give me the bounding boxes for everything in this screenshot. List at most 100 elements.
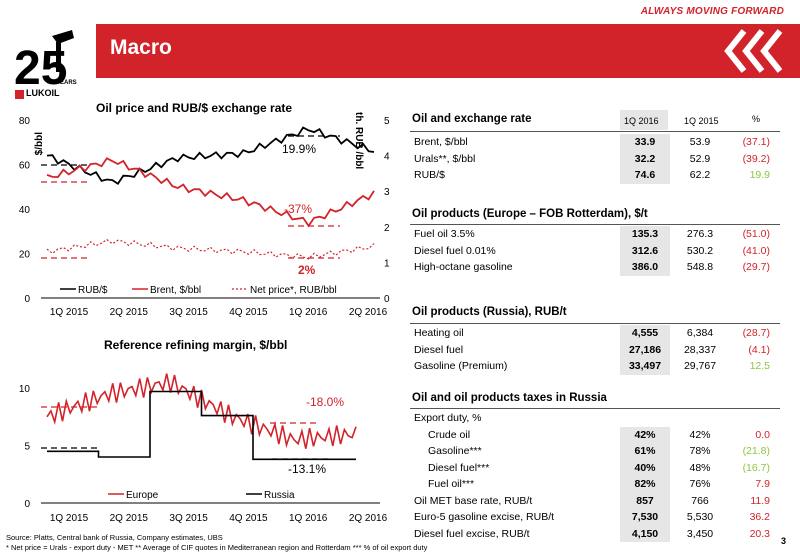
chart1-title: Oil price and RUB/$ exchange rate bbox=[96, 101, 293, 115]
table-row: Euro-5 gasoline excise, RUB/t 7,530 5,530 3… bbox=[412, 509, 778, 526]
section-products-europe-title: Oil products (Europe – FOB Rotterdam), $… bbox=[412, 208, 648, 220]
value-1q2016: 40% bbox=[620, 459, 670, 476]
section-oil-fx-title: Oil and exchange rate bbox=[412, 113, 532, 125]
table-row: Diesel fuel excise, RUB/t 4,150 3,450 20.3 bbox=[412, 525, 778, 542]
y2-tick-label: 3 bbox=[384, 187, 390, 198]
annotation-russia-change: -13.1% bbox=[288, 462, 326, 476]
legend-net-price: Net price*, RUB/bbl bbox=[250, 285, 337, 296]
value-1q2015: 28,337 bbox=[683, 343, 717, 356]
table-row: Oil MET base rate, RUB/t 857 766 11.9 bbox=[412, 492, 778, 509]
value-1q2016: 32.2 bbox=[620, 150, 670, 167]
y-tick-label: 10 bbox=[19, 384, 31, 395]
logo-text: LUKOIL bbox=[26, 88, 60, 98]
series-russia-line bbox=[47, 390, 356, 461]
table-products-europe: Fuel oil 3.5% 135.3 276.3 (51.0) Diesel fuel… bbox=[412, 226, 778, 276]
value-1q2016: 82% bbox=[620, 476, 670, 493]
legend-europe: Europe bbox=[126, 490, 159, 501]
value-pct-change: (21.8) bbox=[742, 445, 770, 457]
col-header-1q2015: 1Q 2015 bbox=[684, 116, 719, 126]
x-tick-label: 2Q 2015 bbox=[110, 513, 149, 524]
footer-source: Source: Platts, Central bank of Russia, … bbox=[6, 533, 223, 542]
y2-tick-label: 4 bbox=[384, 152, 390, 163]
divider bbox=[410, 323, 780, 324]
value-pct-change: 11.9 bbox=[750, 494, 770, 507]
value-1q2015: 766 bbox=[691, 494, 709, 507]
table-row: Export duty, % bbox=[412, 410, 778, 427]
x-tick-label: 2Q 2016 bbox=[349, 513, 388, 524]
table-row: Fuel oil 3.5% 135.3 276.3 (51.0) bbox=[412, 226, 778, 243]
y-left-label: $/bbl bbox=[34, 132, 45, 156]
y-tick-label: 0 bbox=[24, 294, 30, 305]
value-1q2016: 135.3 bbox=[620, 226, 670, 243]
table-products-russia: Heating oil 4,555 6,384 (28.7) Diesel fuel 27… bbox=[412, 325, 778, 375]
row-label: Diesel fuel excise, RUB/t bbox=[414, 527, 530, 540]
y-tick-label: 20 bbox=[19, 250, 31, 261]
row-label: Gasoline*** bbox=[428, 445, 482, 457]
value-1q2016: 857 bbox=[620, 492, 670, 509]
value-pct-change: 20.3 bbox=[749, 527, 770, 540]
table-row: High-octane gasoline 386.0 548.8 (29.7) bbox=[412, 259, 778, 276]
x-tick-label: 2Q 2016 bbox=[349, 307, 388, 318]
svg-text:YEARS: YEARS bbox=[56, 80, 77, 86]
table-row: Gasoline (Premium) 33,497 29,767 12.5 bbox=[412, 358, 778, 375]
x-tick-label: 2Q 2015 bbox=[110, 307, 149, 318]
row-label: Crude oil bbox=[428, 428, 471, 441]
row-label: Diesel fuel 0.01% bbox=[414, 244, 496, 257]
series-europe-line bbox=[46, 373, 357, 449]
col-header-1q2016: 1Q 2016 bbox=[624, 116, 659, 126]
row-label: Export duty, % bbox=[414, 412, 482, 424]
value-pct-change: 36.2 bbox=[749, 511, 770, 523]
series-brent-line bbox=[46, 157, 375, 228]
value-1q2016: 4,150 bbox=[620, 525, 670, 542]
value-1q2016: 42% bbox=[620, 426, 670, 443]
table-row: RUB/$ 74.6 62.2 19.9 bbox=[412, 167, 778, 184]
table-row: Brent, $/bbl 33.9 53.9 (37.1) bbox=[412, 134, 778, 151]
value-pct-change: (28.7) bbox=[742, 327, 770, 339]
header-shade-1q2016 bbox=[620, 110, 668, 130]
value-1q2015: 5,530 bbox=[686, 511, 714, 523]
legend-russia: Russia bbox=[264, 490, 295, 501]
value-pct-change: (41.0) bbox=[742, 244, 770, 257]
row-label: Fuel oil 3.5% bbox=[414, 228, 475, 240]
section-taxes-title: Oil and oil products taxes in Russia bbox=[412, 392, 607, 404]
value-pct-change: (29.7) bbox=[742, 261, 770, 273]
tagline: ALWAYS MOVING FORWARD bbox=[640, 6, 784, 17]
row-label: Brent, $/bbl bbox=[414, 136, 468, 148]
value-pct-change: (16.7) bbox=[742, 461, 770, 474]
value-1q2015: 76% bbox=[689, 478, 711, 490]
value-1q2016: 27,186 bbox=[620, 341, 670, 358]
y2-tick-label: 5 bbox=[384, 116, 390, 127]
lukoil-25-logo: 25 YEARS bbox=[14, 30, 77, 99]
footer-note: * Net price = Urals - export duty - MET … bbox=[6, 543, 428, 552]
divider bbox=[410, 408, 780, 409]
value-1q2016: 33,497 bbox=[620, 358, 670, 375]
x-tick-label: 1Q 2015 bbox=[50, 513, 89, 524]
col-header-pct: % bbox=[752, 114, 761, 124]
y2-tick-label: 1 bbox=[384, 258, 390, 269]
y-tick-label: 60 bbox=[19, 161, 31, 172]
y2-tick-label: 0 bbox=[384, 294, 390, 305]
value-1q2016: 33.9 bbox=[620, 134, 670, 151]
table-row: Diesel fuel*** 40% 48% (16.7) bbox=[412, 459, 778, 476]
value-pct-change: 7.9 bbox=[755, 478, 770, 490]
y-tick-label: 40 bbox=[19, 205, 31, 216]
chart-oil-price: $/bbl th. RUB /bbl 80 60 40 20 0 5 4 3 2 1 0 1Q 2… bbox=[19, 112, 390, 318]
value-pct-change: (51.0) bbox=[742, 228, 770, 240]
chart2-title: Reference refining margin, $/bbl bbox=[104, 338, 288, 352]
value-1q2015: 78% bbox=[689, 445, 711, 457]
divider bbox=[410, 131, 780, 132]
x-tick-label: 1Q 2016 bbox=[289, 307, 328, 318]
value-1q2015: 29,767 bbox=[683, 360, 717, 372]
value-1q2016: 386.0 bbox=[620, 259, 670, 276]
series-rub-line bbox=[46, 126, 375, 186]
annotation-europe-change: -18.0% bbox=[306, 395, 344, 409]
header-band bbox=[96, 24, 800, 78]
row-label: Urals**, $/bbl bbox=[414, 152, 476, 165]
y-tick-label: 5 bbox=[24, 442, 30, 453]
value-1q2016: 74.6 bbox=[620, 167, 670, 184]
row-label: Fuel oil*** bbox=[428, 478, 475, 490]
row-label: Diesel fuel bbox=[414, 343, 464, 356]
table-row: Diesel fuel 0.01% 312.6 530.2 (41.0) bbox=[412, 242, 778, 259]
section-products-russia-title: Oil products (Russia), RUB/t bbox=[412, 306, 567, 318]
page-number: 3 bbox=[780, 536, 786, 546]
